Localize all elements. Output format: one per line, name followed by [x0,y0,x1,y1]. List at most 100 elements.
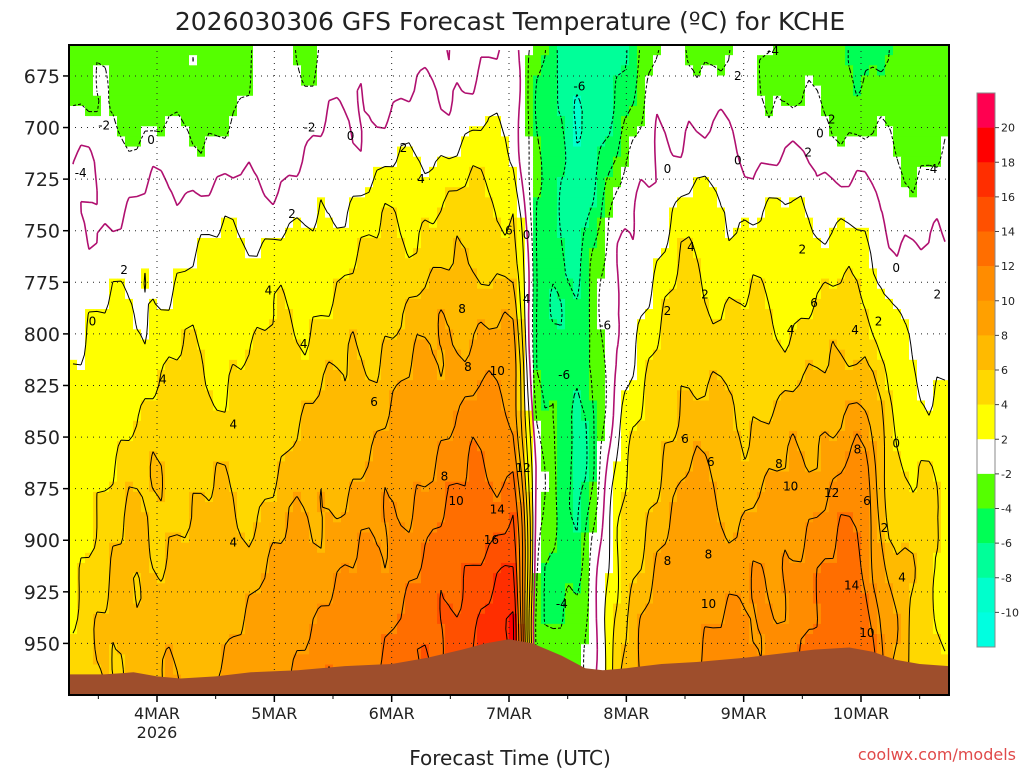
heat-cell [221,319,230,330]
heat-cell [501,329,510,341]
heat-cell [717,136,726,148]
heat-cell [373,441,382,452]
heat-cell [509,136,518,148]
heat-cell [381,420,390,432]
heat-cell [349,420,358,432]
heat-cell [805,45,814,56]
heat-cell [685,481,694,493]
heat-cell [173,430,182,442]
heat-cell [693,390,702,402]
heat-cell [309,248,318,259]
heat-cell [693,461,702,473]
heat-cell [933,258,942,270]
heat-cell [933,45,942,56]
heat-cell [325,420,334,432]
heat-cell [549,75,558,87]
heat-cell [269,45,278,56]
heat-cell [501,75,510,87]
heat-cell [685,95,694,107]
heat-cell [685,339,694,351]
heat-cell [837,197,846,209]
heat-cell [757,491,766,503]
heat-cell [933,65,942,77]
heat-cell [221,136,230,148]
heat-cell [109,217,118,229]
heat-cell [797,491,806,503]
heat-cell [85,420,94,432]
heat-cell [845,237,854,249]
heat-cell [181,410,190,422]
heat-cell [677,339,686,351]
heat-cell [109,237,118,249]
heat-cell [605,268,614,280]
heat-cell [149,339,158,351]
heat-cell [141,45,150,56]
heat-cell [701,116,710,127]
heat-cell [557,278,566,290]
heat-cell [541,156,550,168]
heat-cell [829,248,838,259]
heat-cell [133,197,142,209]
heat-cell [629,491,638,503]
heat-cell [853,258,862,270]
heat-cell [229,430,238,442]
heat-cell [445,288,454,300]
heat-cell [77,45,86,56]
heat-cell [77,187,86,198]
heat-cell [693,45,702,56]
heat-cell [253,390,262,402]
heat-cell [413,298,422,310]
heat-cell [557,461,566,473]
heat-cell [373,451,382,463]
heat-cell [877,390,886,402]
heat-cell [261,339,270,351]
heat-cell [725,187,734,198]
heat-cell [253,227,262,239]
heat-cell [821,278,830,290]
heat-cell [245,248,254,259]
heat-cell [365,481,374,493]
heat-cell [589,258,598,270]
heat-cell [757,217,766,229]
heat-cell [469,319,478,330]
heat-cell [717,237,726,249]
heat-cell [317,207,326,219]
heat-cell [941,85,949,97]
heat-cell [381,248,390,259]
heat-cell [637,349,646,361]
heat-cell [477,410,486,422]
heat-cell [709,166,718,178]
heat-cell [373,491,382,503]
heat-cell [821,370,830,381]
heat-cell [277,400,286,412]
heat-cell [85,339,94,351]
heat-cell [805,471,814,483]
heat-cell [661,471,670,483]
heat-cell [405,237,414,249]
heat-cell [693,65,702,77]
heat-cell [261,75,270,87]
heat-cell [381,319,390,330]
heat-cell [677,207,686,219]
heat-cell [765,146,774,158]
heat-cell [621,156,630,168]
heat-cell [637,258,646,270]
heat-cell [925,156,934,168]
heat-cell [669,85,678,97]
heat-cell [797,65,806,77]
heat-cell [85,65,94,77]
heat-cell [117,197,126,209]
heat-cell [157,95,166,107]
heat-cell [381,75,390,87]
heat-cell [557,258,566,270]
heat-cell [789,105,798,117]
heat-cell [309,237,318,249]
heat-cell [941,166,949,178]
heat-cell [317,55,326,66]
heat-cell [509,461,518,473]
heat-cell [637,217,646,229]
heat-cell [653,298,662,310]
heat-cell [413,309,422,320]
heat-cell [525,55,534,66]
heat-cell [941,187,949,198]
